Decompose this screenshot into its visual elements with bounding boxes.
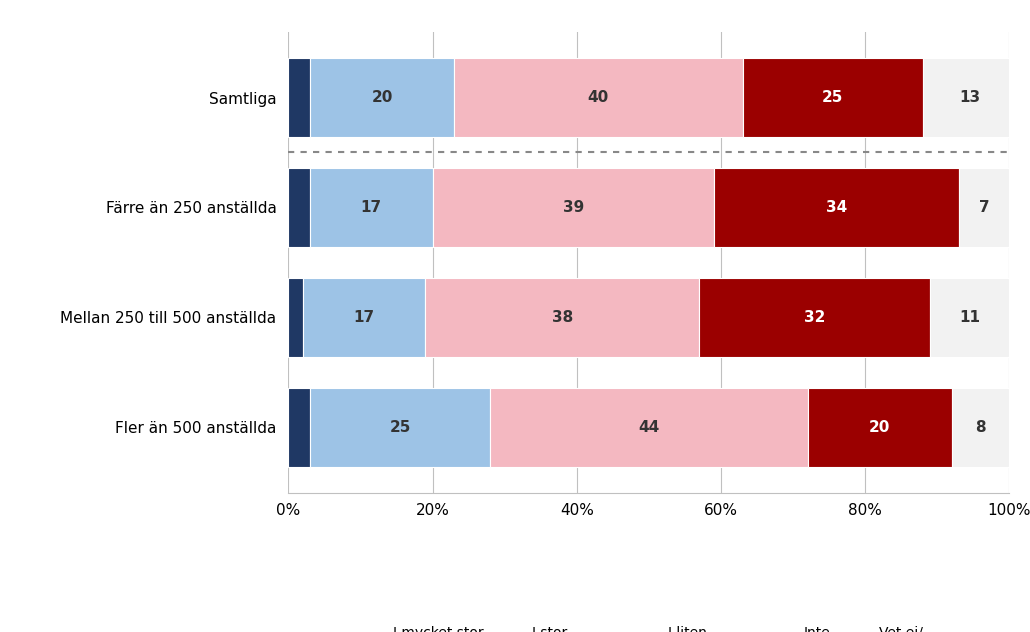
Bar [288,387,310,466]
Text: 7: 7 [978,200,990,215]
Bar [433,168,714,247]
Text: 40: 40 [588,90,609,105]
Text: 20: 20 [372,90,392,105]
Bar [303,277,425,356]
Bar [310,387,490,466]
Text: 8: 8 [975,420,986,435]
Text: 39: 39 [562,200,584,215]
Bar [923,58,1017,137]
Bar [288,277,303,356]
Text: 20: 20 [869,420,890,435]
Text: 32: 32 [804,310,825,325]
Bar [952,387,1009,466]
Legend: I mycket stor
utsträckning, I stor
utsträckning, I liten
utsträckning, Inte
alls: I mycket stor utsträckning, I stor utstr… [367,620,931,632]
Text: 17: 17 [353,310,375,325]
Bar [714,168,959,247]
Bar [454,58,743,137]
Text: 44: 44 [639,420,659,435]
Text: 25: 25 [389,420,411,435]
Bar [288,168,310,247]
Bar [808,387,952,466]
Bar [743,58,923,137]
Text: 11: 11 [959,310,981,325]
Bar [699,277,930,356]
Bar [288,58,310,137]
Text: 34: 34 [826,200,847,215]
Text: 38: 38 [552,310,573,325]
Bar [310,58,454,137]
Bar [930,277,1009,356]
Bar [490,387,808,466]
Text: 25: 25 [822,90,844,105]
Bar [959,168,1009,247]
Bar [425,277,699,356]
Bar [310,168,433,247]
Text: 17: 17 [360,200,382,215]
Text: 13: 13 [959,90,981,105]
